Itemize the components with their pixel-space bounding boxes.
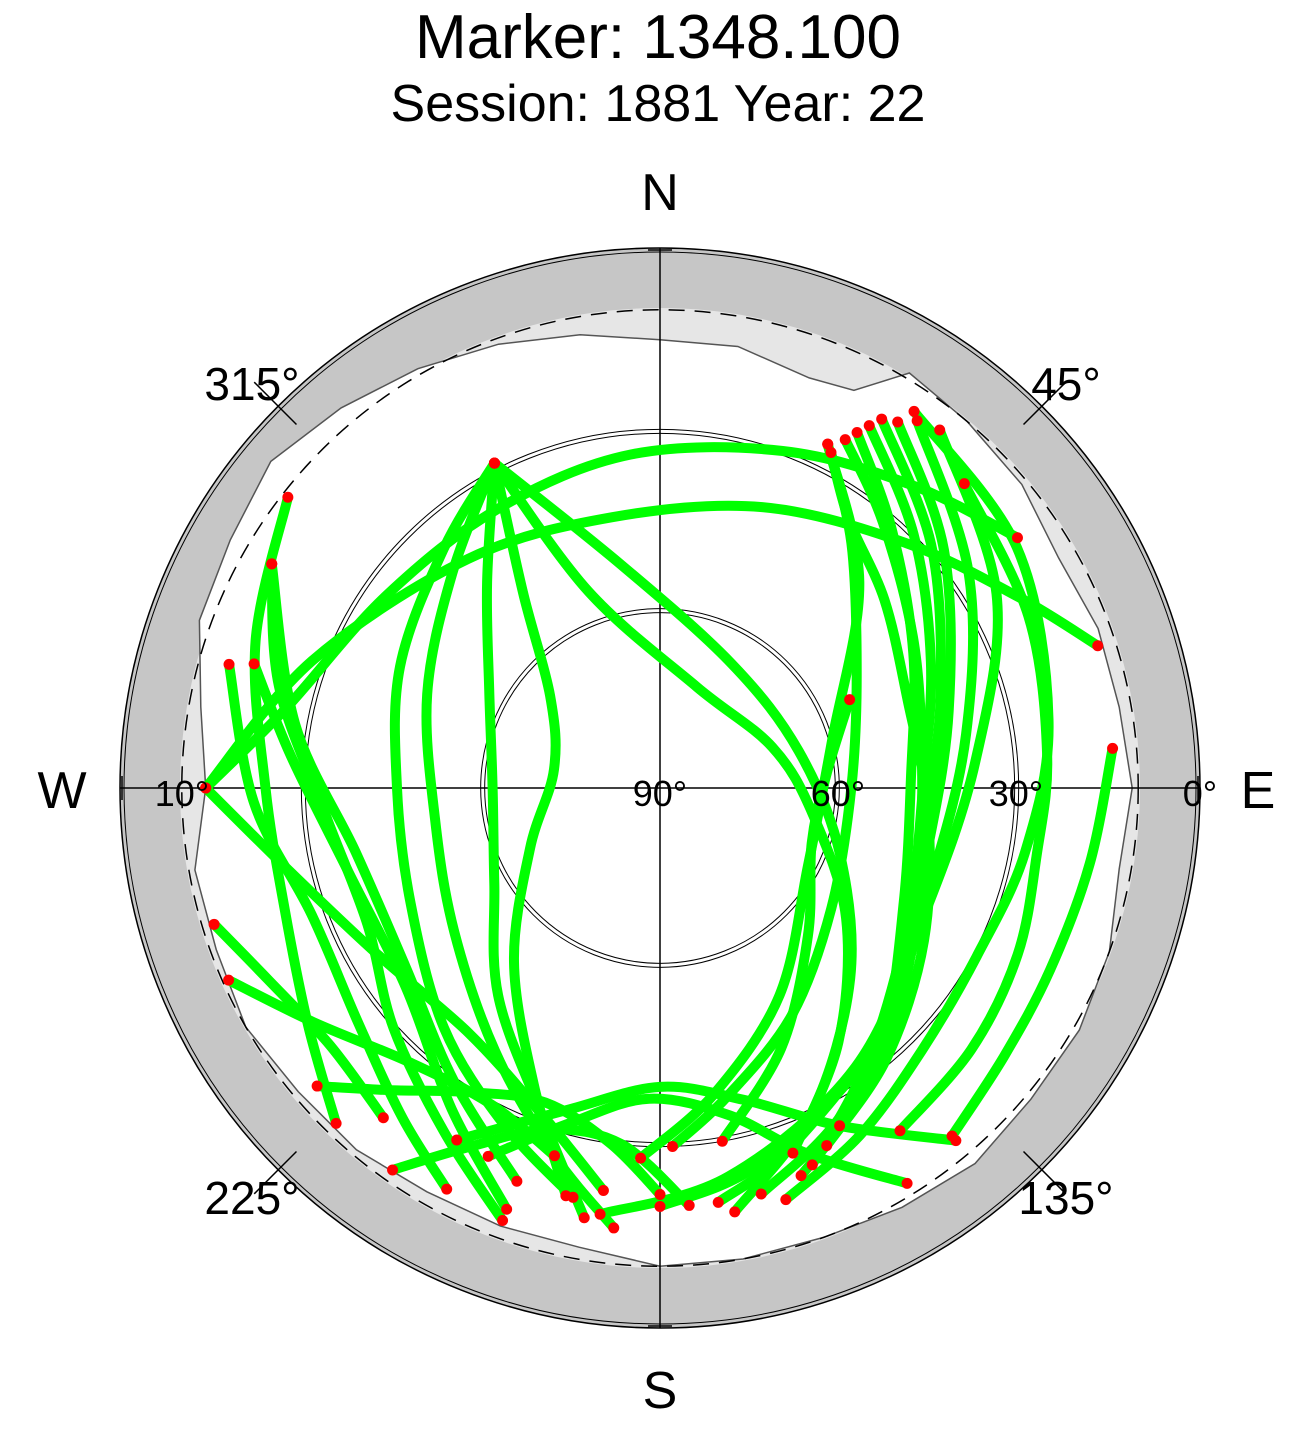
track-11-end-point xyxy=(780,1194,792,1206)
satellite-tracks xyxy=(200,406,1118,1233)
track-34-end-point xyxy=(451,1134,463,1146)
track-12-start-point xyxy=(958,478,970,490)
elevation-tick-10: 10° xyxy=(155,773,209,814)
elevation-tick-90: 90° xyxy=(633,773,687,814)
satellite-track-30 xyxy=(200,500,1103,793)
chart-title: Marker: 1348.100 xyxy=(415,3,901,72)
satellite-track-18 xyxy=(489,458,571,1201)
track-endpoints xyxy=(200,405,1119,1234)
track-27-start-point xyxy=(208,918,220,930)
track-13-start-point xyxy=(1107,742,1119,754)
compass-south-label: S xyxy=(643,1362,678,1420)
track-6-end-point xyxy=(712,1196,724,1208)
satellite-track-31 xyxy=(312,1081,665,1200)
track-24-start-point xyxy=(223,658,235,670)
elevation-tick-60: 60° xyxy=(811,773,865,814)
track-10-end-point xyxy=(635,1152,647,1164)
track-33-start-point xyxy=(901,1177,913,1189)
track-16-end-point xyxy=(608,1222,620,1234)
track-4-start-point xyxy=(863,420,875,432)
track-3-end-point xyxy=(834,1120,846,1132)
track-12-end-point xyxy=(894,1125,906,1137)
satellite-track-5 xyxy=(756,414,947,1199)
track-17-end-point xyxy=(578,1212,590,1224)
track-22-start-point xyxy=(266,558,278,570)
track-30-end-point xyxy=(1092,640,1104,652)
track-5-end-point xyxy=(755,1188,767,1200)
track-24-end-point xyxy=(441,1183,453,1195)
satellite-track-8 xyxy=(595,425,1003,1220)
track-4-end-point xyxy=(806,1159,818,1171)
azimuth-tick-315: 315° xyxy=(204,358,299,410)
track-11-start-point xyxy=(908,405,920,417)
track-7-start-point xyxy=(911,415,923,427)
track-18-end-point xyxy=(560,1190,572,1202)
track-9-end-point xyxy=(667,1140,679,1152)
satellite-track-33 xyxy=(483,1093,913,1189)
track-7-end-point xyxy=(654,1200,666,1212)
satellite-track-11 xyxy=(780,406,1054,1205)
compass-east-label: E xyxy=(1241,762,1276,820)
satellite-track-21 xyxy=(266,558,508,1226)
track-22-end-point xyxy=(511,1175,523,1187)
track-23-start-point xyxy=(248,658,260,670)
compass-west-label: W xyxy=(37,762,86,820)
track-31-end-point xyxy=(654,1188,666,1200)
satellite-track-13 xyxy=(947,743,1118,1141)
track-14-end-point xyxy=(716,1135,728,1147)
track-21-end-point xyxy=(497,1215,509,1227)
track-5-start-point xyxy=(876,413,888,425)
track-6-start-point xyxy=(892,416,904,428)
track-2-end-point xyxy=(795,1170,807,1182)
azimuth-tickmark-45 xyxy=(1022,381,1067,426)
track-1-start-point xyxy=(825,446,837,458)
track-1-end-point xyxy=(821,1140,833,1152)
track-8-end-point xyxy=(594,1208,606,1220)
track-33-end-point xyxy=(482,1150,494,1162)
track-19-end-point xyxy=(787,1147,799,1159)
track-25-end-point xyxy=(330,1117,342,1129)
satellite-track-29 xyxy=(200,442,1023,793)
track-32-end-point xyxy=(683,1199,695,1211)
track-3-start-point xyxy=(851,426,863,438)
track-20-end-point xyxy=(729,1206,741,1218)
azimuth-tickmark-225 xyxy=(253,1150,298,1195)
track-20-start-point xyxy=(488,457,500,469)
track-10-start-point xyxy=(822,438,834,450)
track-26-end-point xyxy=(549,1150,561,1162)
azimuth-tickmark-135 xyxy=(1022,1150,1067,1195)
azimuth-tick-135: 135° xyxy=(1018,1172,1113,1224)
track-8-start-point xyxy=(934,424,946,436)
track-30-start-point xyxy=(200,782,212,794)
satellite-track-20 xyxy=(489,458,857,1217)
chart-subtitle: Session: 1881 Year: 22 xyxy=(390,75,926,133)
satellite-track-23 xyxy=(249,658,512,1215)
track-2-start-point xyxy=(839,434,851,446)
track-34-start-point xyxy=(950,1135,962,1147)
compass-north-label: N xyxy=(641,164,679,222)
satellite-track-12 xyxy=(895,478,1053,1136)
track-14-start-point xyxy=(844,694,856,706)
track-32-start-point xyxy=(387,1164,399,1176)
azimuth-tick-45: 45° xyxy=(1031,358,1101,410)
track-31-start-point xyxy=(311,1080,323,1092)
track-28-end-point xyxy=(597,1185,609,1197)
elevation-tick-0: 0° xyxy=(1183,773,1217,814)
satellite-track-24 xyxy=(224,659,452,1195)
satellite-track-14 xyxy=(717,694,855,1147)
elevation-tick-30: 30° xyxy=(989,773,1043,814)
azimuth-tickmark-315 xyxy=(253,381,298,426)
track-29-end-point xyxy=(1011,532,1023,544)
satellite-track-34 xyxy=(451,1081,961,1146)
track-25-start-point xyxy=(282,491,294,503)
track-23-end-point xyxy=(501,1203,513,1215)
track-27-end-point xyxy=(377,1112,389,1124)
azimuth-tick-225: 225° xyxy=(204,1172,299,1224)
track-26-start-point xyxy=(223,974,235,986)
